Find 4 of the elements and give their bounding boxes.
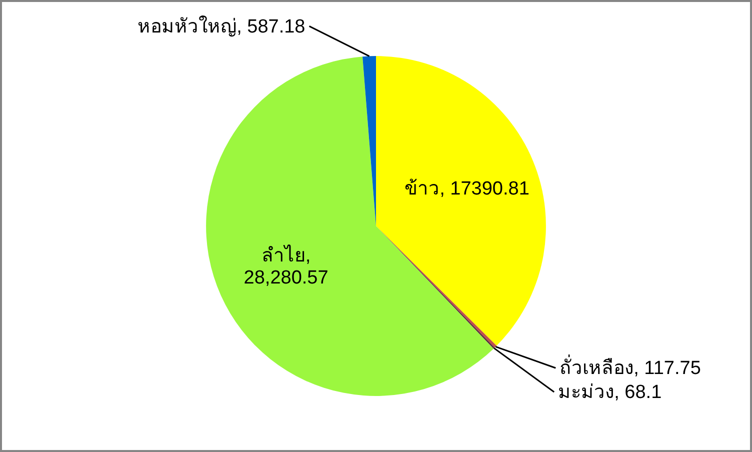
data-label: หอมหัวใหญ่, 587.18 bbox=[138, 16, 306, 38]
data-label: ข้าว, 17390.81 bbox=[404, 178, 530, 200]
data-label: ลำไย, 28,280.57 bbox=[244, 246, 328, 288]
data-label: มะม่วง, 68.1 bbox=[558, 382, 662, 404]
